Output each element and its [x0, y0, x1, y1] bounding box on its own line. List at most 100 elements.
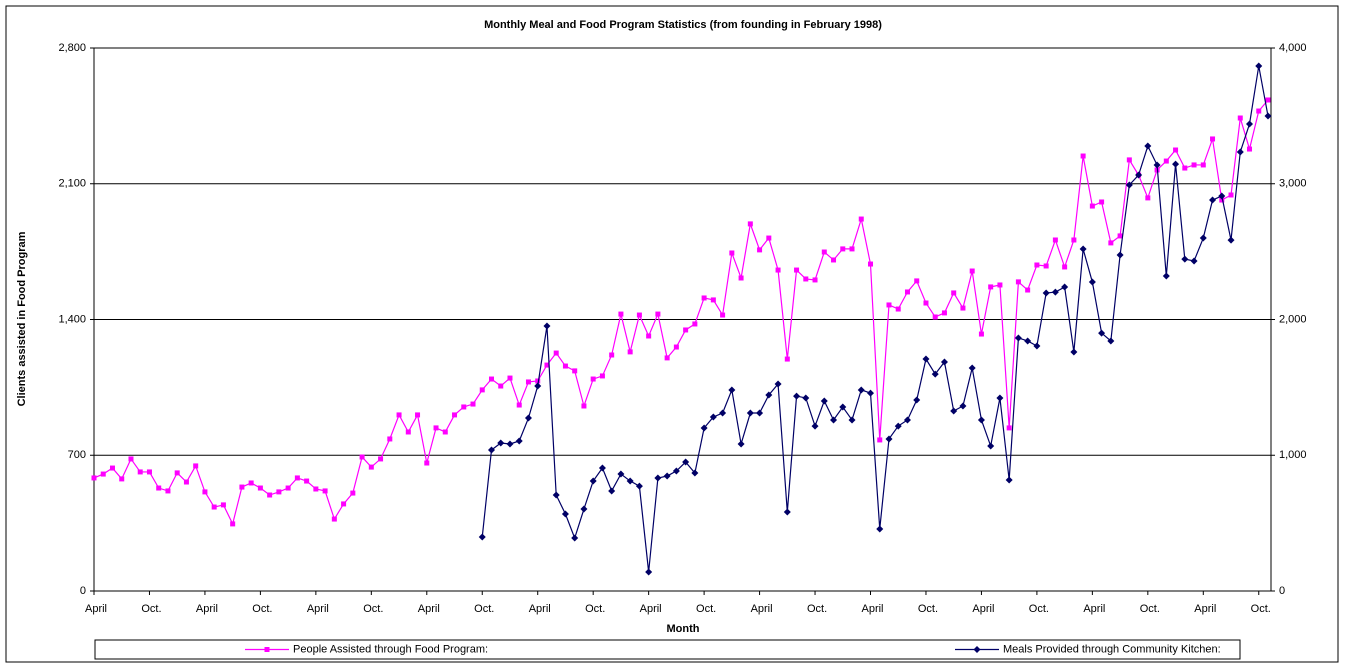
data-marker	[515, 437, 523, 445]
data-marker	[646, 333, 652, 339]
data-marker	[719, 409, 727, 417]
data-marker	[1265, 97, 1271, 103]
y2-tick-label: 2,000	[1279, 313, 1307, 325]
x-axis-label: Month	[667, 623, 700, 635]
data-marker	[535, 378, 541, 384]
data-marker	[1117, 233, 1123, 239]
data-marker	[1256, 108, 1262, 114]
data-marker	[1079, 245, 1087, 253]
data-marker	[498, 383, 504, 389]
data-marker	[119, 476, 125, 482]
data-marker	[783, 508, 791, 516]
data-marker	[978, 331, 984, 337]
data-marker	[682, 458, 690, 466]
data-marker	[378, 456, 384, 462]
data-marker	[973, 646, 981, 653]
data-marker	[969, 268, 975, 274]
data-marker	[940, 358, 948, 366]
data-marker	[950, 407, 958, 415]
data-marker	[589, 477, 597, 485]
x-tick-label: Oct.	[696, 603, 716, 615]
data-marker	[729, 250, 735, 256]
data-marker	[987, 442, 995, 450]
data-marker	[359, 454, 365, 460]
x-tick-label: April	[1194, 603, 1216, 615]
data-marker	[387, 436, 393, 442]
data-marker	[137, 469, 143, 475]
data-marker	[1051, 288, 1059, 296]
data-marker	[1006, 425, 1012, 431]
y2-tick-label: 3,000	[1279, 178, 1307, 190]
data-marker	[202, 489, 208, 495]
x-tick-label: Oct.	[1251, 603, 1271, 615]
data-marker	[1099, 199, 1105, 205]
data-marker	[1228, 192, 1234, 198]
x-tick-label: April	[861, 603, 883, 615]
data-marker	[174, 470, 180, 476]
data-marker	[534, 382, 542, 390]
plot-area	[93, 47, 1272, 592]
data-marker	[664, 355, 670, 361]
data-marker	[747, 221, 753, 227]
data-marker	[1107, 337, 1115, 345]
data-marker	[561, 510, 569, 518]
data-marker	[663, 472, 671, 480]
y-tick-label: 0	[80, 585, 86, 597]
data-marker	[562, 363, 568, 369]
data-marker	[571, 534, 579, 542]
data-marker	[820, 397, 828, 405]
data-marker	[1181, 255, 1189, 263]
data-marker	[903, 416, 911, 424]
data-marker	[867, 389, 875, 397]
data-marker	[1043, 263, 1049, 269]
x-tick-label: Oct.	[1140, 603, 1160, 615]
x-tick-label: Oct.	[585, 603, 605, 615]
data-marker	[433, 425, 439, 431]
y2-tick-label: 1,000	[1279, 449, 1307, 461]
data-marker	[267, 492, 273, 498]
x-tick-label: Oct.	[474, 603, 494, 615]
data-marker	[1200, 162, 1206, 168]
data-marker	[793, 392, 801, 400]
data-marker	[525, 379, 531, 385]
data-marker	[1162, 272, 1170, 280]
data-marker	[1080, 153, 1086, 159]
data-marker	[849, 246, 855, 252]
data-marker	[673, 344, 679, 350]
data-marker	[1098, 329, 1106, 337]
data-marker	[802, 394, 810, 402]
data-marker	[193, 463, 199, 469]
data-marker	[507, 375, 513, 381]
data-marker	[609, 352, 615, 358]
data-marker	[932, 314, 938, 320]
data-marker	[1125, 181, 1133, 189]
data-marker	[341, 501, 347, 507]
x-tick-label: April	[85, 603, 107, 615]
data-marker	[524, 414, 532, 422]
data-marker	[1024, 337, 1032, 345]
data-marker	[904, 289, 910, 295]
data-marker	[257, 485, 263, 491]
data-marker	[848, 416, 856, 424]
x-tick-label: April	[196, 603, 218, 615]
x-tick-label: Oct.	[1029, 603, 1049, 615]
y-tick-label: 2,100	[58, 178, 86, 190]
data-marker	[914, 278, 920, 284]
data-marker	[645, 568, 653, 576]
data-marker	[1145, 195, 1151, 201]
data-marker	[543, 322, 551, 330]
x-tick-label: Oct.	[141, 603, 161, 615]
y2-tick-label: 0	[1279, 585, 1285, 597]
data-marker	[996, 394, 1004, 402]
data-marker	[821, 249, 827, 255]
data-marker	[1218, 192, 1226, 200]
data-marker	[894, 422, 902, 430]
data-marker	[396, 412, 402, 418]
data-marker	[1116, 251, 1124, 259]
data-marker	[886, 302, 892, 308]
data-marker	[1163, 158, 1169, 164]
x-tick-label: April	[751, 603, 773, 615]
data-marker	[506, 440, 514, 448]
data-marker	[248, 480, 254, 486]
